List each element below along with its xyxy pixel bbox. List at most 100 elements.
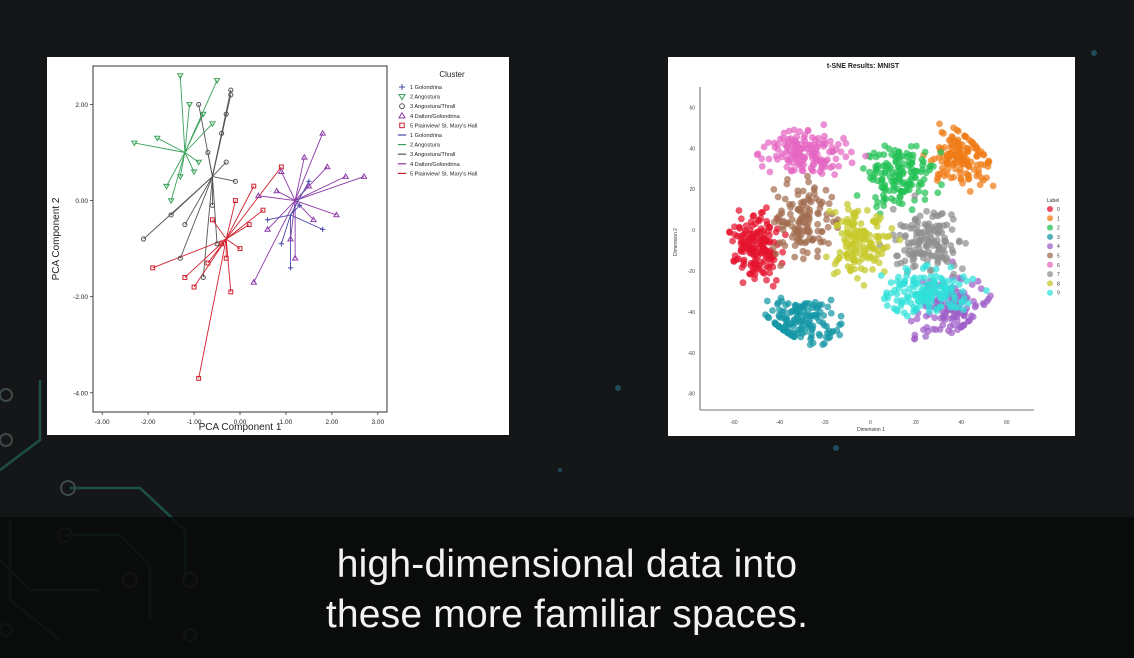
tsne-point (812, 156, 820, 164)
tsne-point (753, 151, 761, 159)
tsne-x-tick-label: -60 (730, 420, 737, 426)
tsne-point (801, 153, 809, 161)
tsne-point (958, 298, 965, 306)
pca-y-ticks: 2.00 0.00 -2.00 -4.00 (73, 102, 93, 397)
tsne-point (822, 186, 830, 194)
pca-x-tick-label: 1.00 (280, 419, 293, 426)
tsne-point (809, 167, 817, 175)
tsne-point (737, 215, 745, 223)
tsne-y-tick-label: 40 (689, 146, 695, 152)
tsne-point (874, 198, 882, 206)
tsne-point (906, 177, 913, 185)
tsne-x-tick-label: 40 (959, 420, 965, 426)
tsne-point (861, 228, 868, 236)
pca-point (185, 102, 193, 109)
tsne-point (910, 278, 918, 286)
tsne-legend-label: 7 (1057, 272, 1060, 278)
tsne-point (827, 329, 835, 337)
tsne-point (982, 287, 990, 294)
circuit-node (0, 388, 13, 402)
tsne-point (778, 150, 786, 157)
tsne-point (948, 226, 956, 234)
pca-x-tick-label: -2.00 (141, 419, 156, 426)
pca-link-line (184, 123, 213, 153)
tsne-point (921, 196, 929, 204)
tsne-point (893, 252, 900, 260)
tsne-point (814, 311, 821, 319)
tsne-point (902, 298, 910, 305)
tsne-point (935, 244, 943, 252)
tsne-point (896, 231, 904, 239)
tsne-point (913, 315, 921, 323)
tsne-point (788, 216, 796, 224)
pca-point (213, 78, 221, 85)
tsne-point (923, 221, 931, 229)
tsne-legend-dot (1047, 206, 1053, 212)
tsne-point (805, 300, 813, 307)
tsne-point (934, 228, 942, 236)
tsne-point (840, 134, 847, 142)
pca-point (182, 274, 188, 280)
tsne-point (957, 174, 965, 182)
tsne-point (766, 269, 774, 277)
tsne-point (836, 249, 844, 256)
tsne-point (785, 127, 793, 135)
tsne-point (779, 248, 787, 256)
tsne-x-tick-label: -40 (776, 420, 783, 426)
pca-point (291, 254, 299, 261)
pca-point (232, 178, 238, 184)
tsne-point (814, 220, 822, 228)
pca-point (190, 169, 198, 176)
tsne-point (923, 207, 930, 215)
tsne-point (825, 240, 832, 247)
tsne-point (765, 223, 773, 231)
pca-link-line (225, 224, 250, 240)
tsne-legend-label: 4 (1057, 244, 1060, 250)
pca-link-line (290, 214, 323, 230)
tsne-point (811, 184, 818, 192)
tsne-point (950, 321, 957, 329)
tsne-point (989, 182, 997, 190)
tsne-legend-label: 6 (1057, 263, 1060, 269)
tsne-point (739, 279, 747, 287)
tsne-point (936, 120, 943, 128)
pca-x-tick-label: 0.00 (234, 419, 247, 426)
tsne-point (824, 303, 832, 311)
pca-point (277, 168, 285, 175)
tsne-point (940, 243, 948, 250)
pca-point (150, 265, 156, 271)
tsne-point (869, 217, 877, 225)
pca-point (196, 101, 202, 108)
tsne-point (845, 205, 852, 213)
tsne-legend-dot (1047, 233, 1053, 240)
tsne-point (947, 143, 955, 151)
tsne-point (947, 285, 954, 293)
pca-link-line (184, 113, 204, 153)
tsne-point (964, 299, 972, 307)
tsne-point (804, 172, 811, 180)
pca-plot-frame (92, 65, 388, 413)
subtitle-line-2: these more familiar spaces. (325, 593, 809, 636)
tsne-point (948, 329, 956, 337)
tsne-point (780, 129, 788, 137)
pca-link-line (198, 238, 227, 379)
tsne-point (849, 240, 857, 248)
tsne-point (888, 150, 896, 158)
tsne-point (742, 227, 749, 234)
tsne-point (948, 246, 956, 254)
tsne-point (814, 209, 822, 217)
pca-legend-marker (399, 122, 405, 129)
tsne-x-tick-label: -20 (821, 420, 828, 426)
tsne-point (943, 152, 951, 160)
glow-dot (558, 468, 562, 472)
pca-chart-panel: -3.00 -2.00 -1.00 0.00 1.00 2.00 3.00 2.00 0.00… (47, 57, 509, 435)
tsne-point (896, 169, 904, 177)
tsne-point (871, 170, 879, 178)
tsne-point (805, 312, 813, 320)
tsne-point (938, 254, 946, 261)
tsne-point (872, 233, 880, 240)
tsne-point (808, 330, 815, 338)
tsne-y-tick-label: 20 (689, 187, 695, 193)
pca-point (260, 207, 266, 213)
tsne-point (770, 185, 778, 193)
